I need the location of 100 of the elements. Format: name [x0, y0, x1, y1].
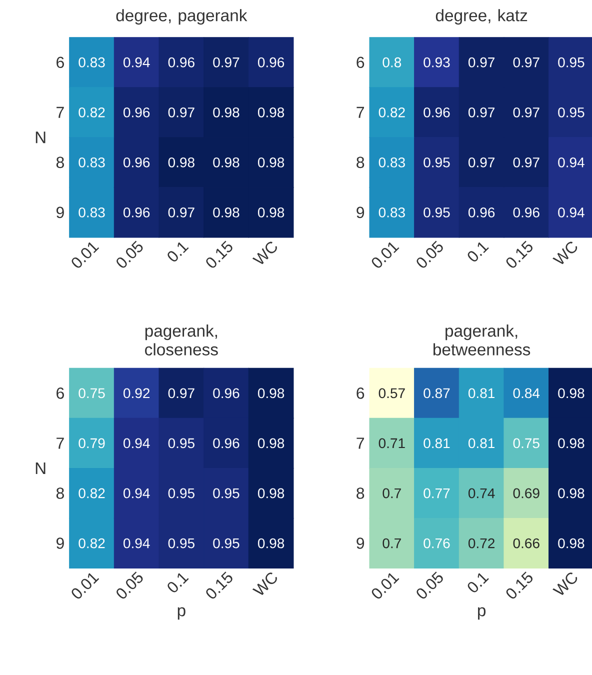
data-label: 0.77 — [424, 488, 450, 498]
x-tick-label: WC — [552, 242, 577, 264]
data-label: 0.82 — [378, 107, 405, 118]
data-label: 0.82 — [78, 107, 105, 118]
data-label: 0.97 — [213, 57, 240, 68]
data-label: 0.96 — [123, 157, 150, 168]
x-tick-label: 0.15 — [506, 572, 532, 599]
chart-title: degree, katz — [436, 9, 527, 25]
x-tick-label: 0.05 — [416, 572, 443, 599]
data-label: 0.92 — [123, 388, 150, 398]
data-label: 0.98 — [258, 107, 284, 118]
data-label: 0.98 — [558, 438, 584, 448]
data-label: 0.97 — [168, 388, 194, 398]
x-axis-title: p — [478, 607, 486, 620]
data-label: 0.83 — [378, 157, 405, 168]
data-label: 0.96 — [424, 107, 450, 118]
chart-title: pagerank, betweenness — [433, 324, 530, 356]
data-label: 0.95 — [168, 438, 194, 448]
x-tick-label: 0.1 — [468, 573, 489, 592]
y-tick-label: 7 — [356, 106, 364, 118]
x-axis-title: p — [178, 607, 186, 620]
data-label: 0.97 — [168, 207, 194, 218]
data-label: 0.83 — [78, 207, 105, 218]
data-label: 0.95 — [168, 488, 194, 498]
data-label: 0.96 — [513, 207, 540, 218]
data-label: 0.98 — [258, 538, 284, 548]
data-label: 0.95 — [558, 107, 584, 118]
data-label: 0.81 — [468, 438, 494, 448]
data-label: 0.95 — [424, 207, 450, 218]
data-label: 0.97 — [513, 107, 540, 118]
x-tick-label: 0.1 — [168, 573, 189, 592]
data-label: 0.96 — [213, 388, 240, 398]
data-label: 0.98 — [258, 438, 284, 448]
data-label: 0.98 — [258, 157, 284, 168]
data-label: 0.97 — [168, 107, 194, 118]
data-label: 0.97 — [513, 57, 540, 68]
data-label: 0.83 — [378, 207, 405, 218]
data-label: 0.87 — [424, 388, 450, 398]
data-label: 0.96 — [123, 107, 150, 118]
data-label: 0.98 — [558, 388, 584, 398]
data-label: 0.7 — [382, 488, 401, 498]
data-label: 0.96 — [123, 207, 150, 218]
y-tick-label: 8 — [356, 156, 364, 168]
y-tick-label: 8 — [56, 488, 64, 499]
data-label: 0.94 — [123, 488, 150, 498]
x-tick-label: 0.05 — [116, 572, 143, 599]
data-label: 0.66 — [513, 538, 540, 548]
data-label: 0.81 — [424, 438, 450, 448]
x-tick-label: WC — [252, 242, 277, 264]
x-tick-label: WC — [252, 572, 277, 595]
data-label: 0.75 — [513, 438, 540, 448]
y-tick-label: 6 — [56, 388, 64, 399]
y-tick-label: 7 — [56, 438, 64, 449]
data-label: 0.94 — [123, 438, 150, 448]
data-label: 0.97 — [513, 157, 540, 168]
data-label: 0.74 — [468, 488, 495, 498]
data-label: 0.94 — [558, 207, 584, 218]
data-label: 0.95 — [558, 57, 584, 68]
chart-title: pagerank, closeness — [144, 324, 218, 356]
data-label: 0.76 — [424, 538, 450, 548]
data-label: 0.83 — [78, 57, 105, 68]
x-tick-label: 0.01 — [72, 573, 99, 599]
data-label: 0.96 — [168, 57, 194, 68]
data-label: 0.69 — [513, 488, 540, 498]
data-label: 0.95 — [424, 157, 450, 168]
data-label: 0.81 — [468, 388, 494, 398]
data-label: 0.98 — [258, 207, 284, 218]
data-label: 0.98 — [168, 157, 194, 168]
data-label: 0.96 — [213, 438, 240, 448]
data-label: 0.94 — [123, 538, 150, 548]
data-label: 0.95 — [213, 488, 240, 498]
data-label: 0.94 — [123, 57, 150, 68]
y-tick-label: 9 — [56, 538, 64, 549]
y-tick-label: 9 — [356, 206, 364, 218]
y-tick-label: 8 — [56, 156, 64, 168]
data-label: 0.95 — [213, 538, 240, 548]
data-label: 0.83 — [78, 157, 105, 168]
x-tick-label: 0.01 — [372, 573, 400, 599]
y-tick-label: 6 — [356, 388, 364, 399]
y-tick-label: 8 — [356, 488, 364, 499]
data-label: 0.75 — [78, 388, 105, 398]
data-label: 0.97 — [468, 157, 494, 168]
data-label: 0.98 — [258, 488, 284, 498]
data-label: 0.98 — [258, 388, 284, 398]
data-label: 0.72 — [468, 538, 494, 548]
data-label: 0.84 — [513, 388, 540, 398]
x-tick-label: WC — [552, 572, 577, 595]
data-label: 0.8 — [382, 57, 401, 68]
x-tick-label: 0.1 — [168, 242, 189, 262]
x-tick-label: 0.01 — [72, 242, 99, 268]
data-label: 0.82 — [78, 488, 105, 498]
x-tick-label: 0.1 — [468, 242, 489, 262]
data-label: 0.71 — [378, 438, 405, 448]
y-tick-label: 6 — [56, 56, 64, 68]
y-tick-label: 7 — [56, 106, 64, 118]
data-label: 0.97 — [468, 57, 494, 68]
x-tick-label: 0.01 — [372, 242, 400, 268]
data-label: 0.95 — [168, 538, 194, 548]
chart-title: degree, pagerank — [116, 9, 248, 25]
data-label: 0.98 — [213, 107, 240, 118]
